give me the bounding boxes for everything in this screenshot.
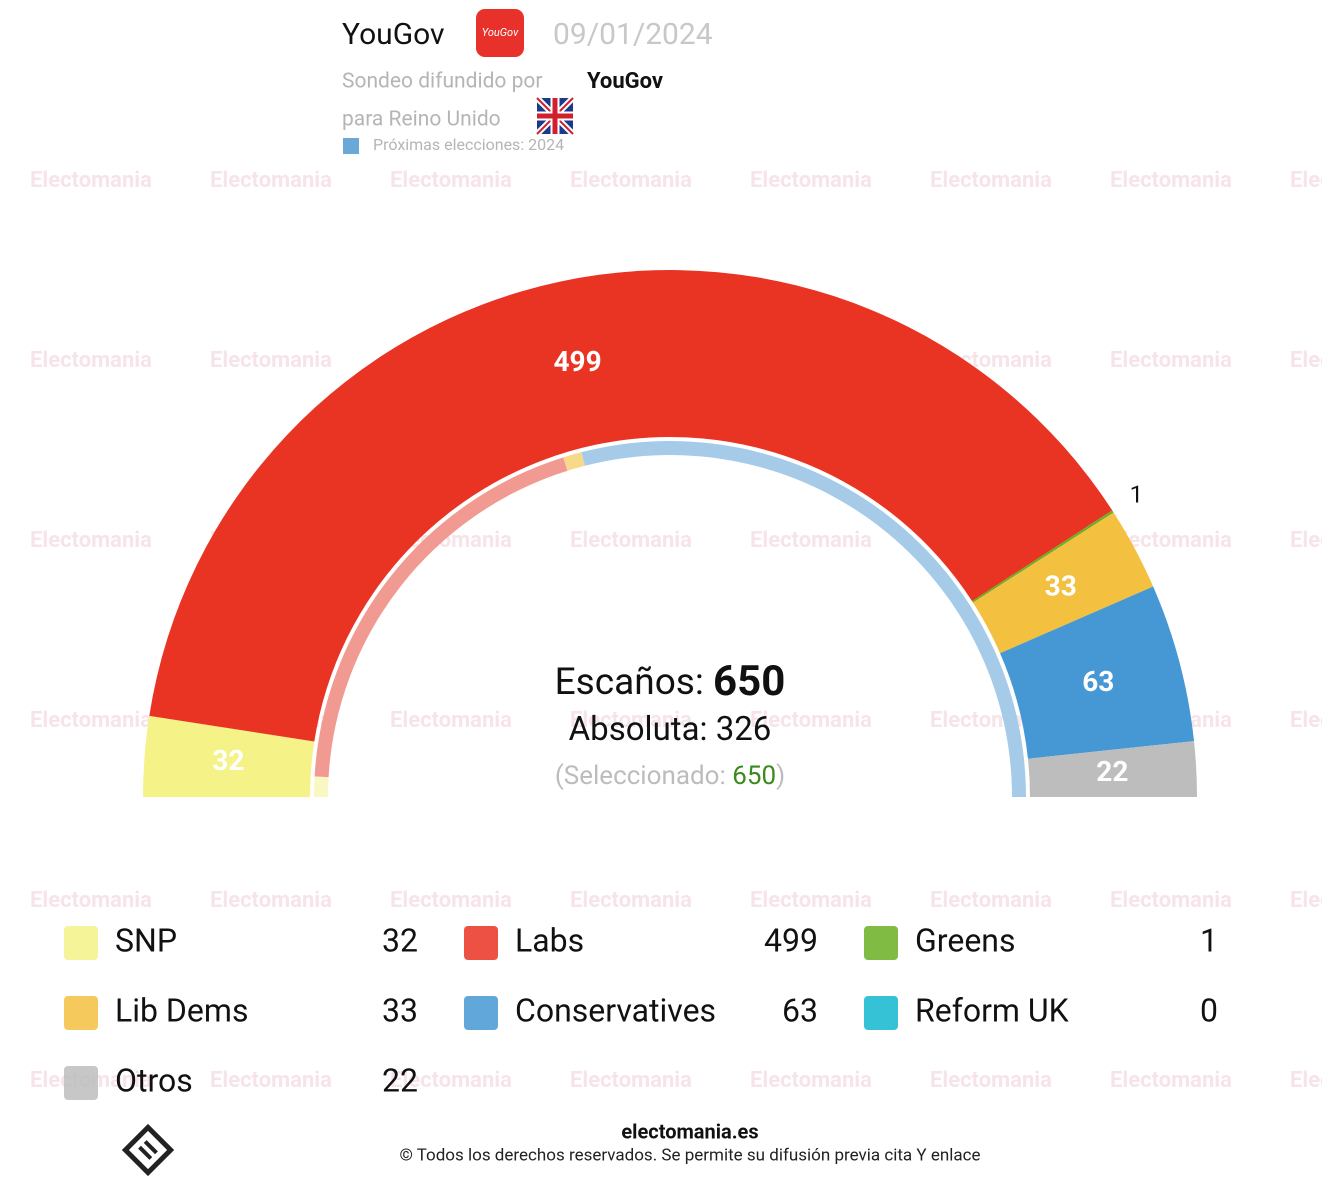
watermark: Electomania: [570, 168, 692, 193]
legend-value: 1: [1200, 921, 1218, 959]
footer-logo: [121, 1123, 175, 1177]
majority-label: Absoluta:: [569, 710, 708, 749]
legend-value: 63: [782, 991, 818, 1029]
watermark: Electomania: [1110, 888, 1232, 913]
inner-arc: [314, 776, 329, 797]
next-election: Próximas elecciones: 2024: [373, 135, 564, 154]
legend-value: 499: [764, 921, 818, 959]
seat-arc: [973, 512, 1154, 654]
watermark: Electomania: [930, 888, 1052, 913]
watermark: Electomania: [210, 168, 332, 193]
date: 09/01/2024: [553, 17, 713, 52]
seat-label: 1: [1130, 481, 1144, 509]
watermark: Electomania: [30, 348, 152, 373]
watermark: Electomania: [30, 708, 152, 733]
watermark: Electomania: [1290, 1068, 1322, 1093]
seat-arc: [149, 270, 1113, 742]
total-label: Escaños:: [555, 661, 704, 704]
watermark: Electomania: [1110, 1068, 1232, 1093]
majority: Absoluta: 326: [569, 710, 772, 749]
party-icon: [64, 996, 98, 1030]
seat-arc: [1027, 741, 1197, 797]
legend-value: 33: [382, 991, 418, 1029]
source: YouGov: [587, 69, 663, 94]
watermark: Electomania: [390, 1068, 512, 1093]
watermark: Electomania: [750, 1068, 872, 1093]
watermark: Electomania: [1290, 348, 1322, 373]
legend-name: Greens: [915, 921, 1015, 959]
selected-value: 650: [732, 761, 776, 791]
watermark: Electomania: [1110, 348, 1232, 373]
legend-value: 32: [382, 921, 418, 959]
inner-arc: [563, 452, 585, 471]
watermark: Electomania: [390, 888, 512, 913]
legend-name: Conservatives: [515, 991, 716, 1029]
seat-arc: [1000, 586, 1195, 759]
watermark: Electomania: [750, 528, 872, 553]
watermark: Electomania: [570, 888, 692, 913]
party-icon: [64, 926, 98, 960]
watermark: Electomania: [30, 888, 152, 913]
pollster: YouGov: [342, 17, 445, 52]
seat-label: 32: [212, 744, 244, 777]
watermark: Electomania: [570, 708, 692, 733]
seat-arc: [143, 715, 315, 797]
total-value: 650: [713, 657, 785, 706]
ballot-icon: [343, 138, 359, 154]
hemicycle: 32 499 1 33 63 22: [143, 270, 1197, 797]
party-icon: [464, 996, 498, 1030]
legend-name: Labs: [515, 921, 584, 959]
party-icon: [64, 1066, 98, 1100]
watermark: Electomania: [210, 348, 332, 373]
watermark: Electomania: [1110, 168, 1232, 193]
seat-label: 63: [1082, 665, 1114, 698]
flag: [534, 95, 576, 137]
watermark: Electomania: [1290, 528, 1322, 553]
legend-name: SNP: [115, 921, 177, 959]
watermark: Electomania: [1290, 708, 1322, 733]
selected-close: ): [776, 761, 785, 791]
seat-arc: [972, 510, 1114, 603]
seat-label: 33: [1045, 570, 1077, 603]
watermark: Electomania: [570, 1068, 692, 1093]
watermark: Electomania: [30, 168, 152, 193]
pollster-logo: [476, 9, 524, 57]
party-icon: [864, 926, 898, 960]
watermark: Electomania: [570, 528, 692, 553]
watermark: Electomania: [930, 168, 1052, 193]
site: electomania.es: [621, 1119, 758, 1143]
party-icon: [864, 996, 898, 1030]
watermark: Electomania: [750, 708, 872, 733]
selected: (Seleccionado: 650): [555, 761, 785, 791]
seat-label: 499: [553, 345, 601, 378]
watermark: Electomania: [390, 708, 512, 733]
legend-name: Reform UK: [915, 991, 1070, 1029]
seat-label: 22: [1096, 755, 1128, 788]
watermark: Electomania: [750, 168, 872, 193]
copyright: © Todos los derechos reservados. Se perm…: [399, 1145, 980, 1165]
majority-value: 326: [716, 710, 772, 749]
watermark: Electomania: [750, 888, 872, 913]
legend: SNP 32 Labs 499 Greens 1 Lib Dems 33 Conservativ…: [64, 921, 1218, 1100]
source-label: Sondeo difundido por: [342, 70, 543, 94]
legend-value: 22: [382, 1061, 418, 1099]
selected-label: (Seleccionado:: [555, 761, 726, 791]
watermark: Electomania: [930, 1068, 1052, 1093]
watermark: Electomania: [210, 888, 332, 913]
legend-value: 0: [1200, 991, 1218, 1029]
total: Escaños: 650: [555, 657, 786, 706]
party-icon: [464, 926, 498, 960]
inner-arc: [314, 457, 568, 778]
logo-text: YouGov: [482, 26, 519, 39]
watermark: Electomania: [1290, 888, 1322, 913]
watermark: Electomania: [30, 528, 152, 553]
legend-name: Lib Dems: [115, 991, 248, 1029]
region: para Reino Unido: [342, 108, 501, 132]
watermark: Electomania: [210, 1068, 332, 1093]
watermark: Electomania: [390, 168, 512, 193]
legend-name: Otros: [115, 1061, 193, 1099]
watermark: Electomania: [1290, 168, 1322, 193]
